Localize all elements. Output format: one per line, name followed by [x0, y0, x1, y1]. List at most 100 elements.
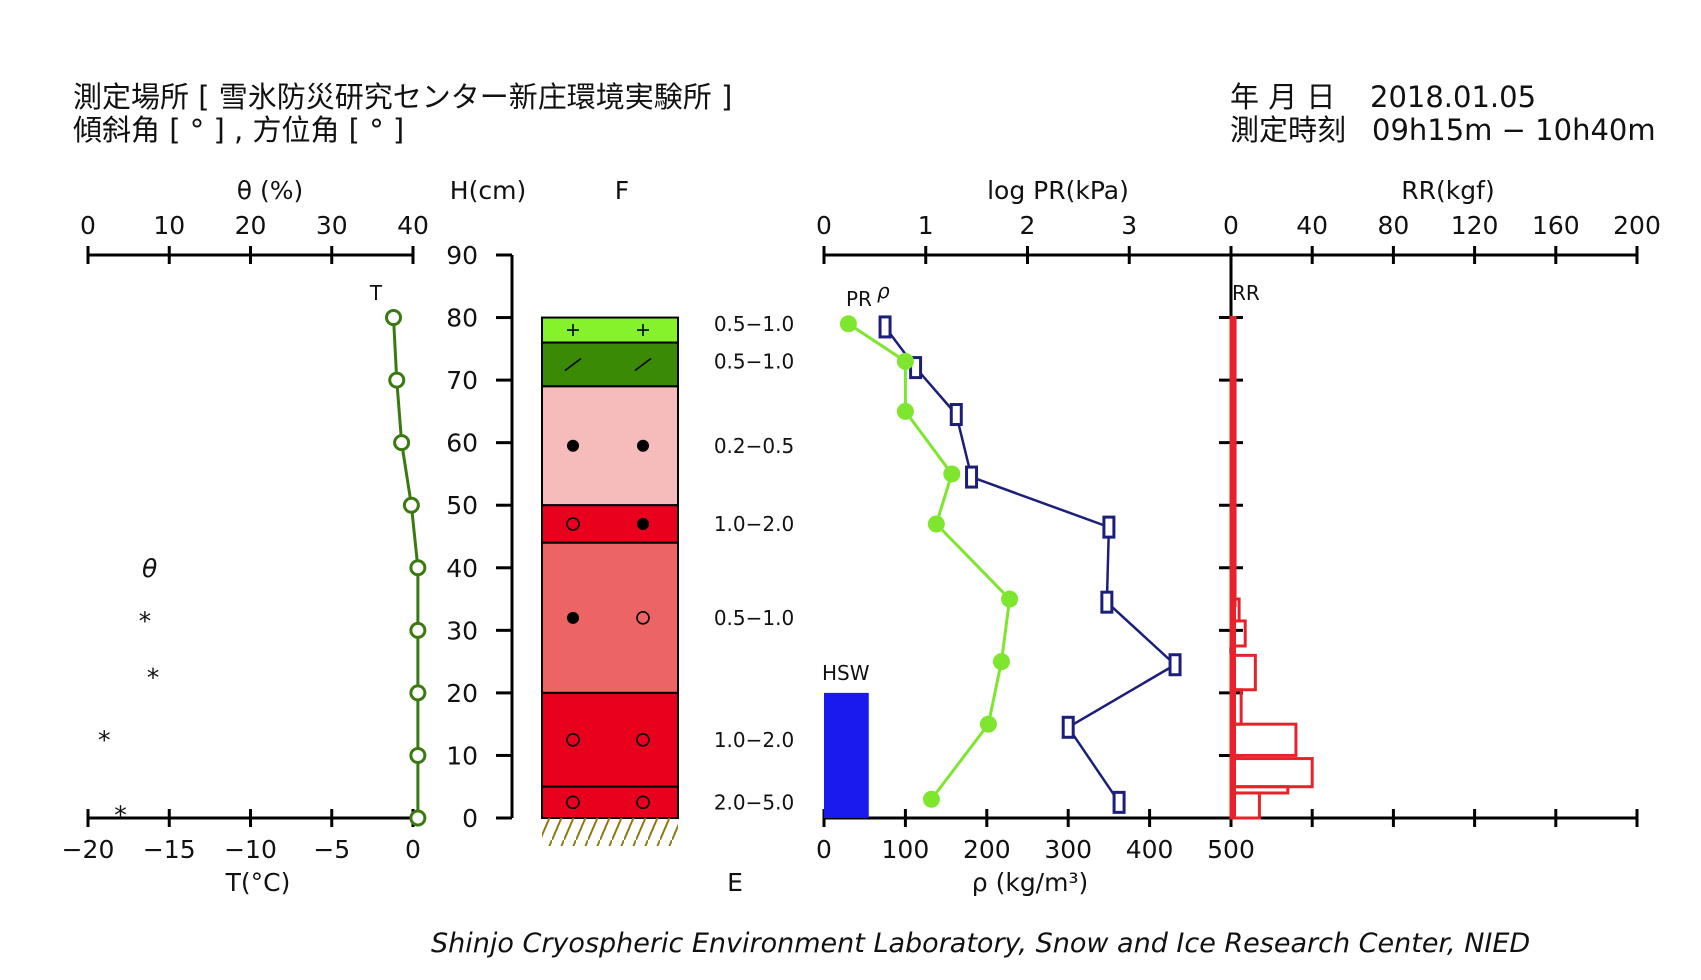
push-resistance-point — [1168, 653, 1182, 677]
hsw-bar — [824, 692, 869, 818]
ram-hardness-bar — [1229, 757, 1314, 789]
height-tick-label: 80 — [446, 304, 478, 333]
time-value: 09h15m − 10h40m — [1372, 113, 1656, 147]
density-axis-tick-label: 400 — [1126, 835, 1174, 864]
snow-layer — [541, 785, 679, 820]
height-tick-label: 60 — [446, 429, 478, 458]
theta-axis-title: θ (%) — [237, 176, 304, 205]
push-resistance-point — [1112, 790, 1126, 814]
temperature-point — [385, 309, 402, 327]
grain-symbol-filled — [637, 517, 649, 530]
height-tick-label: 20 — [446, 679, 478, 708]
grain-symbol-filled — [637, 439, 649, 452]
ram-hardness-panel: RR(kgf) RR 0 40 80 120 160 200 — [1219, 176, 1661, 827]
push-resistance-point — [965, 465, 979, 489]
theta-axis-tick-label: 10 — [153, 211, 185, 240]
density-axis-tick-label: 0 — [816, 835, 832, 864]
density-point — [992, 653, 1010, 671]
push-resistance-tick-label: 2 — [1020, 211, 1036, 240]
density-point — [896, 352, 914, 370]
water-content-point: * — [98, 725, 111, 754]
grain-symbol-open — [636, 733, 650, 747]
ram-tick-label: 120 — [1451, 211, 1499, 240]
density-point — [979, 715, 997, 733]
date-label: 年 月 日 — [1230, 80, 1335, 114]
grain-size-label: 0.5−1.0 — [714, 349, 794, 373]
ram-tick-label: 200 — [1613, 211, 1661, 240]
f-label: F — [615, 176, 629, 205]
grain-size-label: 1.0−2.0 — [714, 512, 794, 536]
footer-credit: Shinjo Cryospheric Environment Laborator… — [431, 928, 1530, 959]
ram-tick-label: 40 — [1296, 211, 1328, 240]
height-tick-label: 40 — [446, 554, 478, 583]
temperature-axis-tick-label: −5 — [313, 835, 350, 864]
density-axis-tick-label: 500 — [1207, 835, 1255, 864]
height-tick-label: 90 — [446, 241, 478, 270]
push-resistance-tick-label: 3 — [1121, 211, 1137, 240]
grain-symbol-filled — [567, 439, 579, 452]
density-panel: log PR(kPa) ρ (kg/m³) PR ρ HSW 0 1 2 3 0 100… — [816, 176, 1255, 897]
theta-axis-tick-label: 30 — [316, 211, 348, 240]
ram-hardness-bar — [1229, 722, 1298, 757]
grain-symbol-open — [636, 611, 650, 625]
site-label: 測定場所 [ 雪氷防災研究センター新庄環境実験所 ] — [73, 80, 732, 114]
push-resistance-point — [949, 403, 963, 427]
theta-axis-tick-label: 0 — [80, 211, 96, 240]
e-label: E — [727, 868, 743, 897]
ram-tick-label: 160 — [1532, 211, 1580, 240]
temperature-point — [402, 496, 420, 514]
push-resistance-axis-title: log PR(kPa) — [987, 176, 1129, 205]
temperature-point — [409, 684, 427, 702]
push-resistance-tick-label: 0 — [816, 211, 832, 240]
height-tick-label: 30 — [446, 616, 478, 645]
grain-symbol-open — [566, 733, 580, 747]
temperature-point — [393, 434, 411, 452]
density-point — [943, 465, 961, 483]
snow-layer — [541, 341, 679, 388]
ram-tick-label: 0 — [1223, 211, 1239, 240]
push-resistance-tick-label: 1 — [918, 211, 934, 240]
push-resistance-point — [878, 315, 892, 339]
density-point — [922, 790, 940, 808]
temperature-axis-tick-label: 0 — [405, 835, 421, 864]
temperature-axis-tick-label: −20 — [62, 835, 115, 864]
density-point — [927, 515, 945, 533]
density-point — [896, 402, 914, 420]
push-resistance-point — [1061, 715, 1075, 739]
height-tick-label: 70 — [446, 366, 478, 395]
grain-symbol-open — [566, 517, 580, 531]
temperature-point — [388, 371, 406, 389]
temperature-axis-tick-label: −10 — [224, 835, 277, 864]
temperature-panel: θ (%) 0 10 20 30 40 −20 −15 −10 −5 0 T(°C) T θ *… — [62, 176, 429, 897]
grain-symbol-slash — [564, 357, 582, 372]
height-axis-title: H(cm) — [450, 176, 526, 205]
height-tick-label: 10 — [446, 741, 478, 770]
grain-size-label: 0.5−1.0 — [714, 606, 794, 630]
temperature-point — [409, 621, 427, 639]
ram-tick-label: 80 — [1377, 211, 1409, 240]
height-tick-label: 50 — [446, 491, 478, 520]
temperature-point — [409, 746, 427, 764]
water-content-point: * — [139, 607, 152, 636]
temperature-axis-tick-label: −15 — [143, 835, 196, 864]
theta-axis-tick-label: 20 — [235, 211, 267, 240]
hsw-series-label: HSW — [822, 661, 870, 685]
grain-symbol-filled — [567, 611, 579, 624]
density-axis-tick-label: 300 — [1044, 835, 1092, 864]
time-label: 測定時刻 — [1230, 113, 1346, 147]
grain-symbol-open — [566, 795, 580, 810]
temperature-point — [409, 559, 427, 577]
ram-axis-title: RR(kgf) — [1401, 176, 1494, 205]
snow-layer — [541, 504, 679, 544]
density-axis-tick-label: 200 — [963, 835, 1011, 864]
snow-layer — [541, 385, 679, 507]
temperature-axis-title: T(°C) — [225, 868, 291, 897]
push-resistance-point — [1102, 515, 1116, 539]
density-axis-tick-label: 100 — [882, 835, 930, 864]
water-content-series-label: θ — [142, 554, 157, 583]
ground-hatch — [542, 818, 678, 846]
snow-layer — [541, 691, 679, 788]
pr-series-label: PR — [846, 287, 872, 311]
grain-symbol-slash — [634, 357, 652, 372]
